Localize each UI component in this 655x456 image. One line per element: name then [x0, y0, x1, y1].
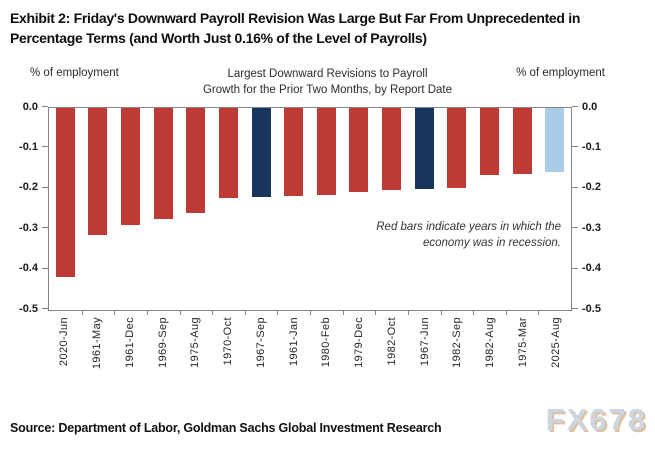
xlabel-1975-Mar: 1975-Mar — [516, 316, 529, 367]
xtick-mark — [473, 309, 475, 315]
ytick-mark-right — [572, 227, 578, 229]
xtick-mark — [342, 309, 344, 315]
annotation-line1: Red bars indicate years in which the — [376, 220, 561, 233]
x-labels-right-spacer — [572, 314, 610, 390]
bar-1970-Oct — [218, 107, 238, 199]
bar-1982-Oct — [382, 107, 402, 191]
ytick-mark-right — [572, 308, 578, 310]
bar-1980-Feb — [316, 107, 336, 196]
ytick-label-right--0.3: -0.3 — [582, 221, 601, 234]
ytick-mark-left — [42, 106, 48, 108]
payroll-revisions-chart: % of employment Largest Downward Revisio… — [0, 66, 655, 390]
xlabel-1961-Dec: 1961-Dec — [123, 316, 136, 368]
ytick-label-right--0.2: -0.2 — [582, 181, 601, 194]
xlabel-1967-Jun: 1967-Jun — [418, 316, 431, 366]
xlabel-1979-Dec: 1979-Dec — [353, 316, 366, 368]
ytick-label-right-0.0: 0.0 — [582, 100, 598, 113]
x-labels-left-spacer — [10, 314, 48, 390]
ytick-mark-right — [572, 106, 578, 108]
ytick-mark-left — [42, 227, 48, 229]
chart-title-line2: Growth for the Prior Two Months, by Repo… — [202, 83, 453, 96]
xlabel-1982-Oct: 1982-Oct — [385, 316, 398, 366]
xtick-mark — [114, 309, 116, 315]
xtick-mark — [375, 309, 377, 315]
xlabel-2020-Jun: 2020-Jun — [58, 316, 71, 366]
y-axis-right: 0.0 -0.1 -0.2 -0.3 -0.4 -0.5 — [572, 101, 610, 315]
bar-1969-Sep — [153, 107, 173, 219]
ytick-label-right--0.1: -0.1 — [582, 140, 601, 153]
ytick-mark-right — [572, 146, 578, 148]
ytick-mark-right — [572, 267, 578, 269]
bar-1961-Jan — [284, 107, 304, 197]
xtick-mark — [179, 309, 181, 315]
ytick-mark-left — [42, 146, 48, 148]
annotation-line2: economy was in recession. — [422, 236, 561, 249]
xlabel-1961-Jan: 1961-Jan — [287, 316, 300, 366]
xtick-mark — [505, 309, 507, 315]
xlabel-1970-Oct: 1970-Oct — [222, 316, 235, 366]
ytick-mark-left — [42, 186, 48, 188]
chart-header: % of employment Largest Downward Revisio… — [0, 66, 655, 102]
bars-container — [49, 107, 571, 310]
bar-1975-Mar — [512, 107, 532, 175]
exhibit-page: Exhibit 2: Friday's Downward Payroll Rev… — [0, 8, 655, 456]
fx678-watermark: FX678 — [545, 402, 647, 437]
right-axis-unit-label: % of employment — [516, 66, 605, 79]
xtick-mark — [212, 309, 214, 315]
exhibit-title: Exhibit 2: Friday's Downward Payroll Rev… — [10, 10, 581, 47]
chart-title-line1: Largest Downward Revisions to Payroll — [227, 67, 428, 80]
ytick-mark-left — [42, 267, 48, 269]
recession-annotation: Red bars indicate years in which the eco… — [296, 219, 561, 251]
xlabel-1961-May: 1961-May — [91, 316, 104, 369]
xlabel-1982-Sep: 1982-Sep — [451, 316, 464, 368]
ytick-mark-left — [42, 308, 48, 310]
ytick-label-left--0.2: -0.2 — [19, 181, 38, 194]
bar-1961-Dec — [121, 107, 141, 225]
xtick-mark — [310, 309, 311, 315]
xtick-mark — [146, 309, 148, 315]
bar-1961-May — [88, 107, 108, 235]
xlabel-1967-Sep: 1967-Sep — [254, 316, 267, 368]
xlabel-1980-Feb: 1980-Feb — [320, 316, 333, 367]
y-axis-left: 0.0 -0.1 -0.2 -0.3 -0.4 -0.5 — [10, 101, 48, 315]
bar-1982-Sep — [447, 107, 467, 189]
xtick-mark — [81, 309, 83, 315]
xlabel-1969-Sep: 1969-Sep — [156, 316, 169, 368]
bar-1975-Aug — [186, 107, 206, 213]
ytick-label-left--0.4: -0.4 — [19, 262, 38, 275]
xlabel-1982-Aug: 1982-Aug — [484, 316, 497, 368]
xlabel-1975-Aug: 1975-Aug — [189, 316, 202, 368]
bar-1967-Sep — [251, 107, 271, 198]
ytick-label-left--0.3: -0.3 — [19, 221, 38, 234]
x-axis-labels: 2020-Jun 1961-May 1961-Dec 1969-Sep 1975-Aug… — [48, 314, 572, 390]
ytick-mark-right — [572, 186, 578, 188]
ytick-label-left--0.5: -0.5 — [19, 302, 38, 315]
xtick-mark — [277, 309, 279, 315]
source-note: Source: Department of Labor, Goldman Sac… — [10, 421, 442, 435]
bar-1979-Dec — [349, 107, 369, 193]
chart-title: Largest Downward Revisions to Payroll Gr… — [173, 66, 483, 98]
bar-1982-Aug — [479, 107, 499, 176]
bar-2025-Aug — [545, 107, 565, 173]
xtick-mark — [407, 309, 409, 315]
left-axis-unit-label: % of employment — [30, 66, 119, 79]
ytick-label-left-0.0: 0.0 — [22, 100, 38, 113]
ytick-label-right--0.4: -0.4 — [582, 262, 601, 275]
xtick-mark — [538, 309, 540, 315]
x-axis-labels-row: 2020-Jun 1961-May 1961-Dec 1969-Sep 1975-Aug… — [10, 314, 610, 390]
bar-1967-Jun — [414, 107, 434, 190]
chart-plot-area: Red bars indicate years in which the eco… — [48, 106, 572, 315]
xlabel-2025-Aug: 2025-Aug — [549, 316, 562, 368]
ytick-label-left--0.1: -0.1 — [19, 140, 38, 153]
xtick-mark — [440, 309, 442, 315]
ytick-label-right--0.5: -0.5 — [582, 302, 601, 315]
xtick-mark — [244, 309, 246, 315]
bar-2020-Jun — [55, 107, 75, 278]
plot-row: 0.0 -0.1 -0.2 -0.3 -0.4 -0.5 Red bars indicat… — [10, 101, 610, 315]
